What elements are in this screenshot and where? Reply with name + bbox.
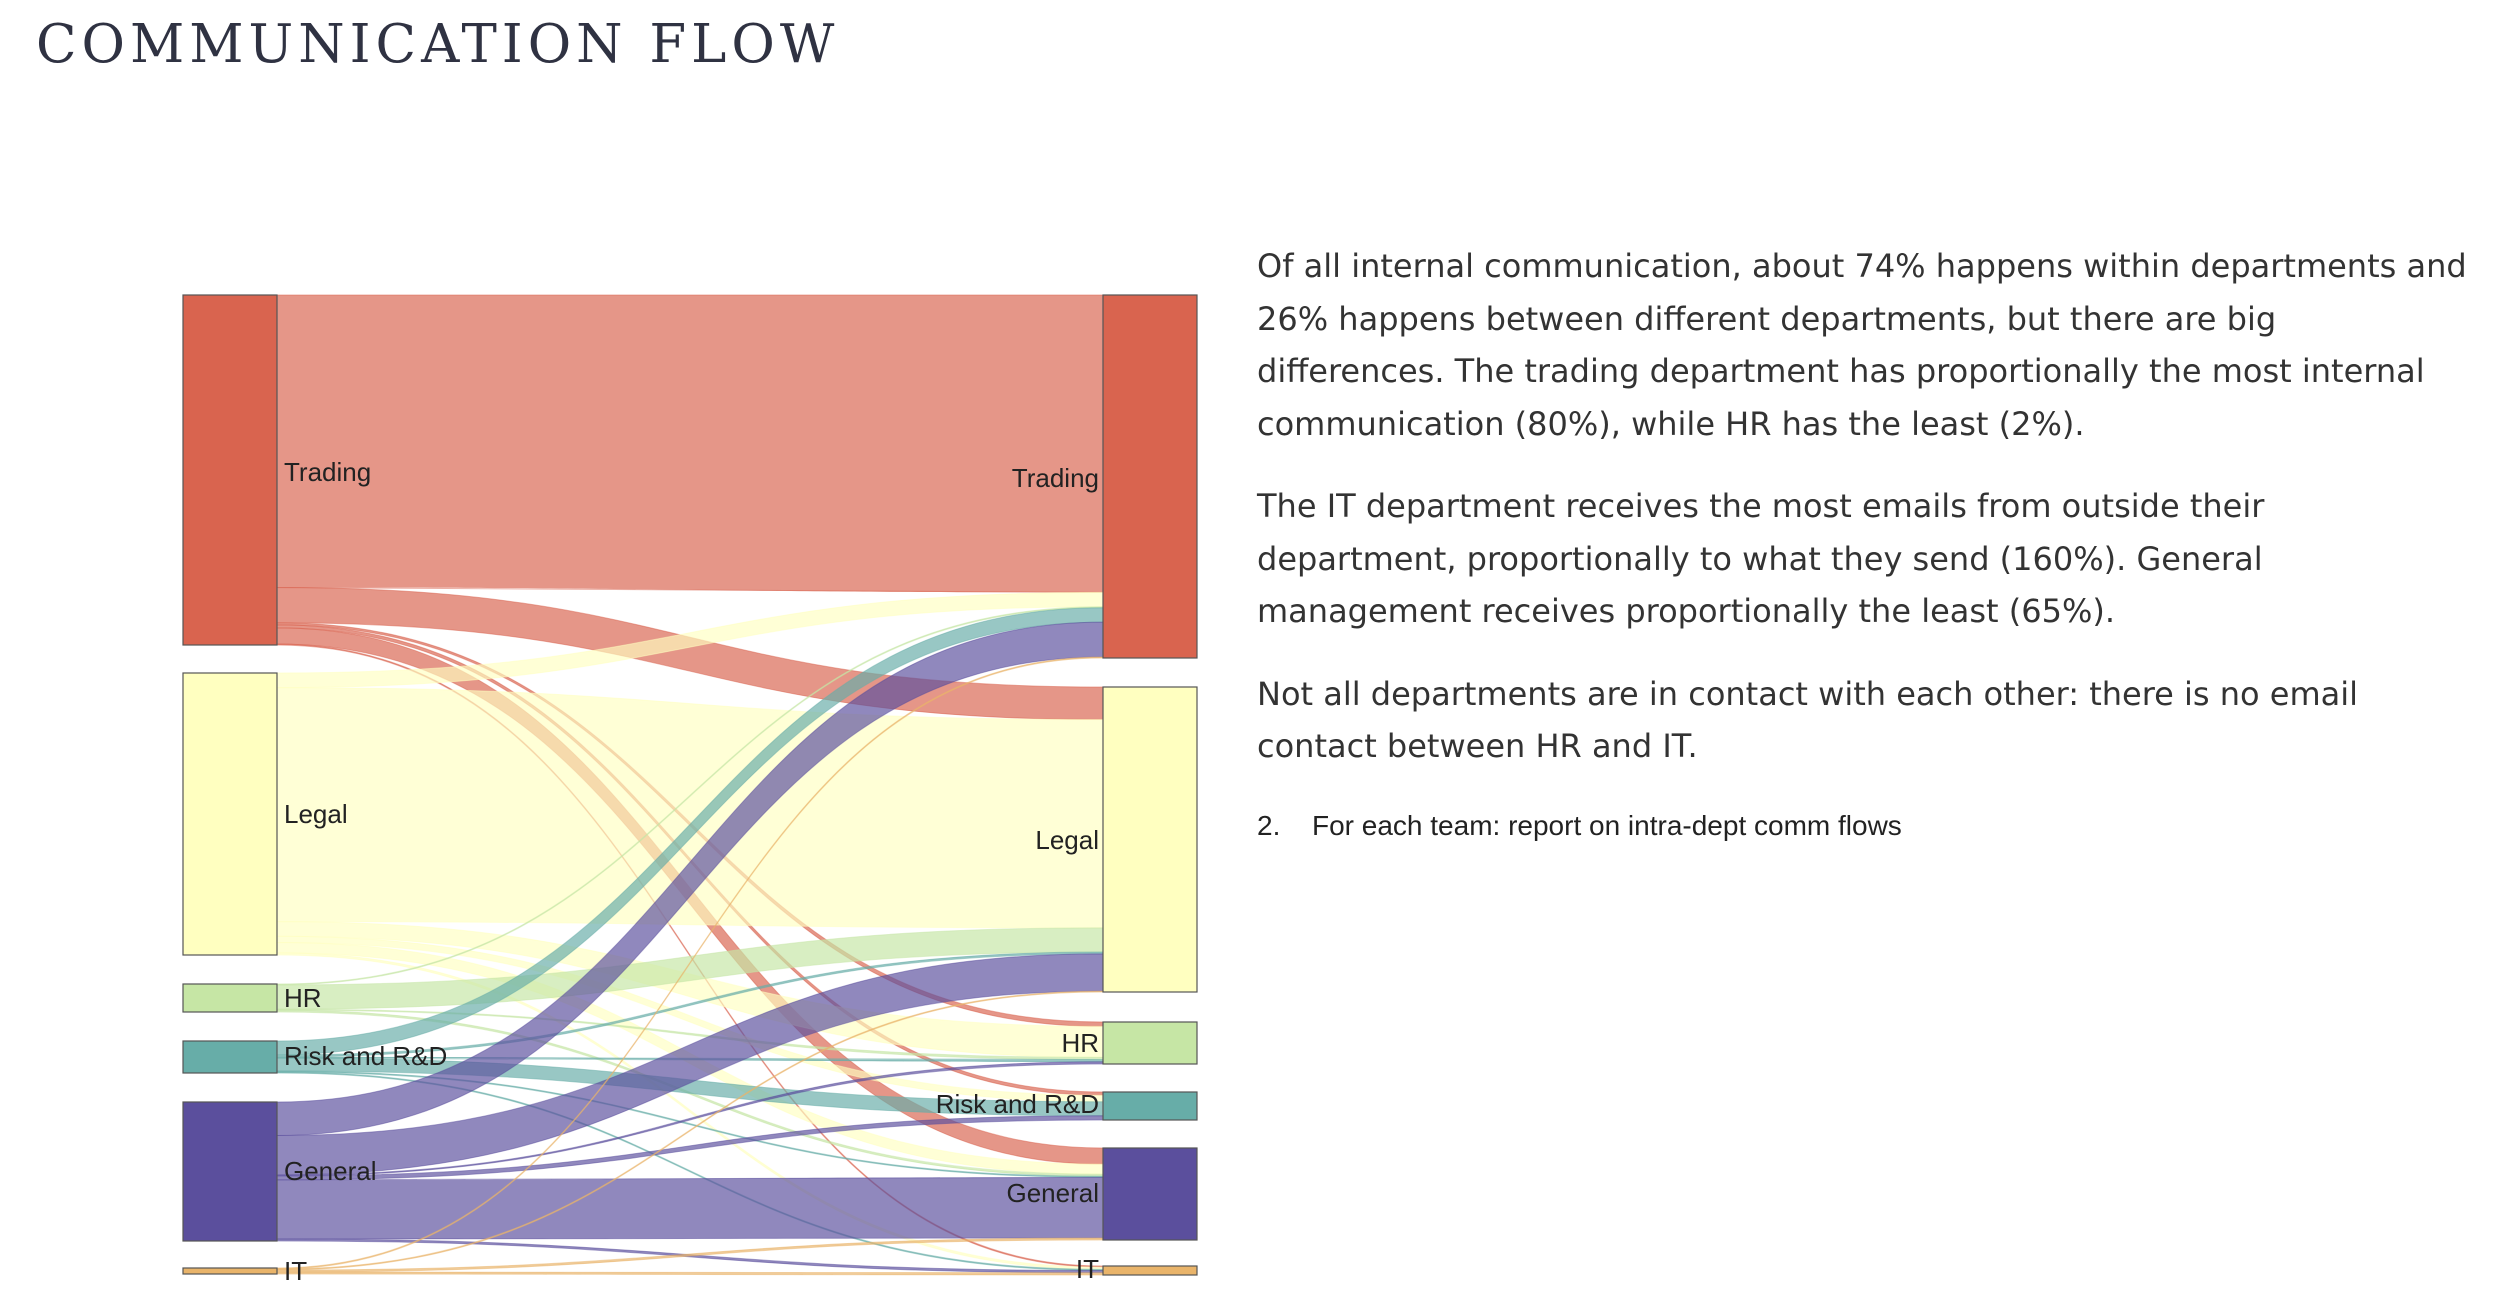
target-node-it[interactable] xyxy=(1102,1265,1198,1276)
link-general-to-general[interactable] xyxy=(276,1176,1104,1240)
source-node-legal[interactable] xyxy=(182,672,278,956)
target-label-hr: HR xyxy=(1061,1028,1099,1058)
target-label-legal: Legal xyxy=(1035,825,1099,855)
target-label-it: IT xyxy=(1076,1254,1099,1284)
list-item-text: For each team: report on intra-dept comm… xyxy=(1312,810,1902,841)
target-node-general[interactable] xyxy=(1102,1147,1198,1241)
sankey-labels: Trading Legal HR Risk and R&D General IT Tradi… xyxy=(284,457,1099,1286)
source-node-general[interactable] xyxy=(182,1101,278,1242)
target-node-legal[interactable] xyxy=(1102,686,1198,993)
description-paragraph-3: Not all departments are in contact with … xyxy=(1257,674,2359,766)
target-node-hr[interactable] xyxy=(1102,1021,1198,1065)
source-label-risk-and-r-d: Risk and R&D xyxy=(284,1041,447,1071)
target-label-risk-and-r-d: Risk and R&D xyxy=(936,1089,1099,1119)
sankey-diagram: Trading Legal HR Risk and R&D General IT Tradi… xyxy=(182,294,1198,1286)
sankey-nodes xyxy=(182,294,1198,1276)
target-node-risk-and-r-d[interactable] xyxy=(1102,1091,1198,1121)
sankey-links xyxy=(276,294,1104,1276)
source-node-hr[interactable] xyxy=(182,983,278,1013)
target-node-trading[interactable] xyxy=(1102,294,1198,659)
target-label-trading: Trading xyxy=(1012,463,1099,493)
list-item-number: 2. xyxy=(1257,810,1281,841)
page-title: COMMUNICATION FLOW xyxy=(36,14,840,75)
list-item: 2. For each team: report on intra-dept co… xyxy=(1257,810,1902,842)
source-label-it: IT xyxy=(284,1256,307,1286)
source-label-legal: Legal xyxy=(284,799,348,829)
link-it-to-general[interactable] xyxy=(276,1237,1104,1273)
source-node-trading[interactable] xyxy=(182,294,278,646)
source-label-hr: HR xyxy=(284,983,322,1013)
link-it-to-it[interactable] xyxy=(276,1271,1104,1276)
link-trading-to-trading[interactable] xyxy=(276,294,1104,593)
description-paragraph-1: Of all internal communication, about 74%… xyxy=(1257,247,2467,443)
description-paragraph-2: The IT department receives the most emai… xyxy=(1257,487,2265,630)
source-label-general: General xyxy=(284,1156,377,1186)
description-panel: Of all internal communication, about 74%… xyxy=(1257,240,2472,803)
target-label-general: General xyxy=(1007,1178,1100,1208)
source-label-trading: Trading xyxy=(284,457,371,487)
source-node-risk-and-r-d[interactable] xyxy=(182,1040,278,1074)
source-node-it[interactable] xyxy=(182,1267,278,1275)
